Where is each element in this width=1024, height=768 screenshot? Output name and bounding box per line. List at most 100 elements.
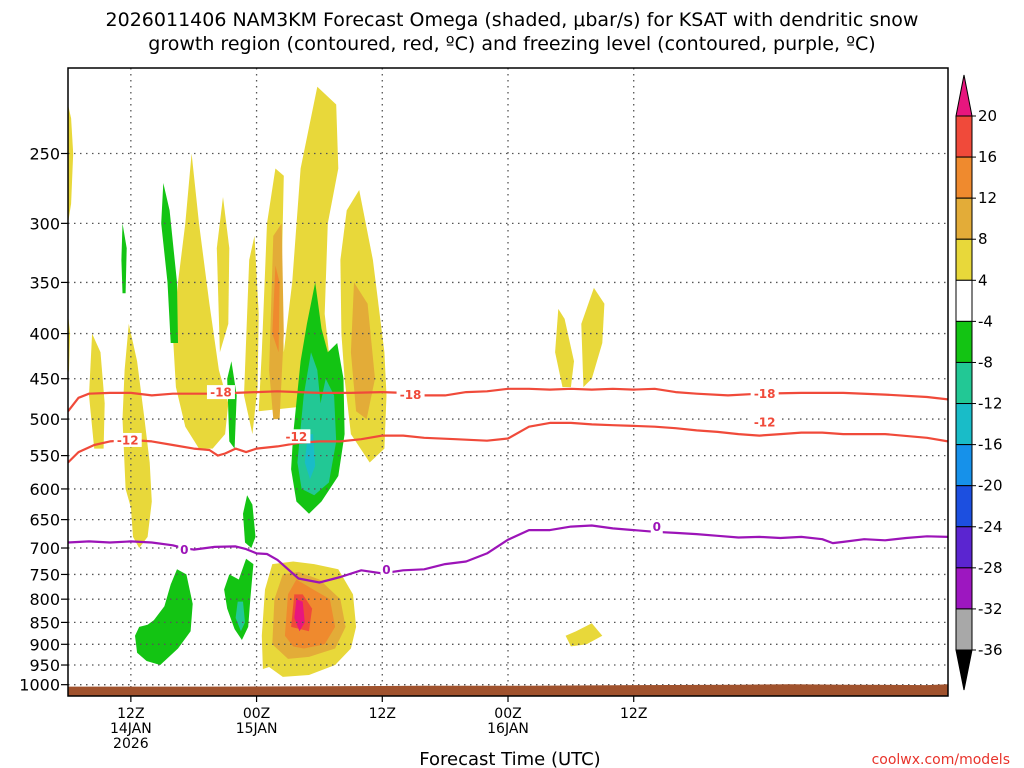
colorbar-swatch [955, 608, 973, 651]
colorbar-label: 20 [978, 107, 997, 125]
contour-label: 0 [180, 543, 188, 557]
x-tick-label: 12Z [369, 706, 396, 722]
y-tick-label: 650 [29, 511, 60, 530]
colorbar-label: 4 [978, 271, 988, 289]
contour-label: -12 [286, 430, 308, 444]
contour-label-bg [282, 429, 311, 444]
x-axis-title: Forecast Time (UTC) [419, 749, 600, 768]
colorbar-swatch [955, 485, 973, 528]
colorbar-label: -12 [978, 395, 1003, 413]
colorbar-label: -20 [978, 477, 1003, 495]
omega-region-descent-green-4 [227, 361, 237, 449]
omega-region-descent-green-2 [121, 223, 127, 294]
omega-region-ascent-yellow-late-2 [581, 287, 605, 388]
ground [68, 684, 948, 696]
grid-lines [68, 68, 948, 696]
colorbar: 20 16 12 8 4 -4 -8 -12 -16 -20 -24 -28 -32 -36 [955, 74, 1003, 691]
omega-region-ascent-yellow-early-4 [216, 196, 230, 353]
colorbar-swatch [955, 115, 973, 158]
contour-label-bg [380, 562, 393, 577]
colorbar-label: -8 [978, 353, 993, 371]
omega-region-ascent-yellow-late-3 [565, 623, 603, 647]
plot-area [68, 86, 605, 677]
chart-title-line-1: 2026011406 NAM3KM Forecast Omega (shaded… [106, 9, 919, 31]
omega-region-descent-cyan-core [304, 434, 316, 480]
colorbar-label: -4 [978, 312, 993, 330]
colorbar-label: -28 [978, 559, 1003, 577]
omega-region-descent-teal-small [235, 601, 245, 632]
omega-region-ascent-yellow-early-1 [89, 333, 105, 449]
x-tick-label: 12Z [117, 706, 144, 722]
contour-label-bg [178, 542, 191, 557]
colorbar-swatch [955, 361, 973, 405]
colorbar-swatch [955, 197, 973, 240]
colorbar-label: -16 [978, 436, 1003, 454]
contour-label: -18 [210, 386, 232, 400]
colorbar-label: 12 [978, 189, 997, 207]
contour-freezing-level [68, 524, 948, 584]
colorbar-swatch [955, 320, 973, 363]
contour-label-bg [750, 415, 779, 430]
colorbar-swatch [955, 567, 973, 610]
ground-fill [68, 684, 948, 696]
y-tick-label: 250 [29, 144, 60, 163]
omega-region-ascent-darkorange-upper [272, 265, 280, 353]
x-tick-label: 00Z [243, 706, 270, 722]
contour-label-bg [396, 387, 425, 402]
contour-label: 0 [653, 520, 661, 534]
omega-region-ascent-yellow-top-left [68, 104, 74, 224]
x-tick-label: 14JAN [110, 721, 152, 737]
colorbar-label: -32 [978, 600, 1003, 618]
y-tick-label: 950 [29, 656, 60, 675]
y-tick-label: 550 [29, 447, 60, 466]
omega-region-ascent-yellow-early-3 [172, 153, 229, 449]
contour-label: -18 [754, 387, 776, 401]
contour-label-bg [113, 432, 142, 447]
y-tick-label: 450 [29, 370, 60, 389]
contour-label: 0 [382, 563, 390, 577]
colorbar-swatch [955, 403, 973, 446]
y-tick-label: 850 [29, 613, 60, 632]
contour-dgz-minus18 [68, 387, 948, 412]
y-tick-label: 750 [29, 565, 60, 584]
colorbar-swatch [955, 526, 973, 569]
omega-region-ascent-orange-right [350, 282, 375, 420]
y-tick-label: 900 [29, 635, 60, 654]
colorbar-label: 16 [978, 148, 997, 166]
omega-region-descent-green-1 [135, 569, 193, 665]
omega-region-descent-green-6 [224, 558, 254, 640]
y-tick-label: 1000 [19, 676, 60, 695]
omega-region-ascent-magenta-core [294, 599, 305, 632]
y-tick-label: 300 [29, 214, 60, 233]
colorbar-bottom-triangle [955, 649, 973, 691]
y-tick-label: 500 [29, 410, 60, 429]
contour-label: -12 [117, 433, 139, 447]
colorbar-swatch [955, 279, 973, 322]
y-tick-label: 700 [29, 539, 60, 558]
y-axis: 250 300 350 400 450 500 550 600 650 700 750 800 850 9… [19, 144, 68, 695]
contour-label-bg [750, 386, 779, 401]
contour-label-bg [206, 385, 235, 400]
omega-region-descent-green-5 [243, 495, 256, 548]
x-tick-label: 00Z [494, 706, 521, 722]
y-tick-label: 350 [29, 273, 60, 292]
colorbar-swatch [955, 156, 973, 199]
omega-region-ascent-yellow-early-5 [244, 235, 259, 435]
y-tick-label: 800 [29, 590, 60, 609]
colorbar-label: -36 [978, 641, 1003, 659]
credit-text: coolwx.com/models [872, 752, 1010, 768]
omega-region-descent-green-3 [161, 183, 178, 343]
x-tick-label: 15JAN [236, 721, 278, 737]
x-tick-label: 2026 [113, 736, 149, 752]
omega-region-ascent-yellow-late-1 [555, 308, 574, 388]
colorbar-label: -24 [978, 518, 1003, 536]
colorbar-label: 8 [978, 230, 988, 248]
colorbar-swatch [955, 444, 973, 487]
contour-label: -18 [400, 388, 422, 402]
y-tick-label: 600 [29, 480, 60, 499]
x-tick-label: 12Z [620, 706, 647, 722]
colorbar-swatch [955, 238, 973, 281]
contour-dgz-minus12 [68, 421, 948, 464]
